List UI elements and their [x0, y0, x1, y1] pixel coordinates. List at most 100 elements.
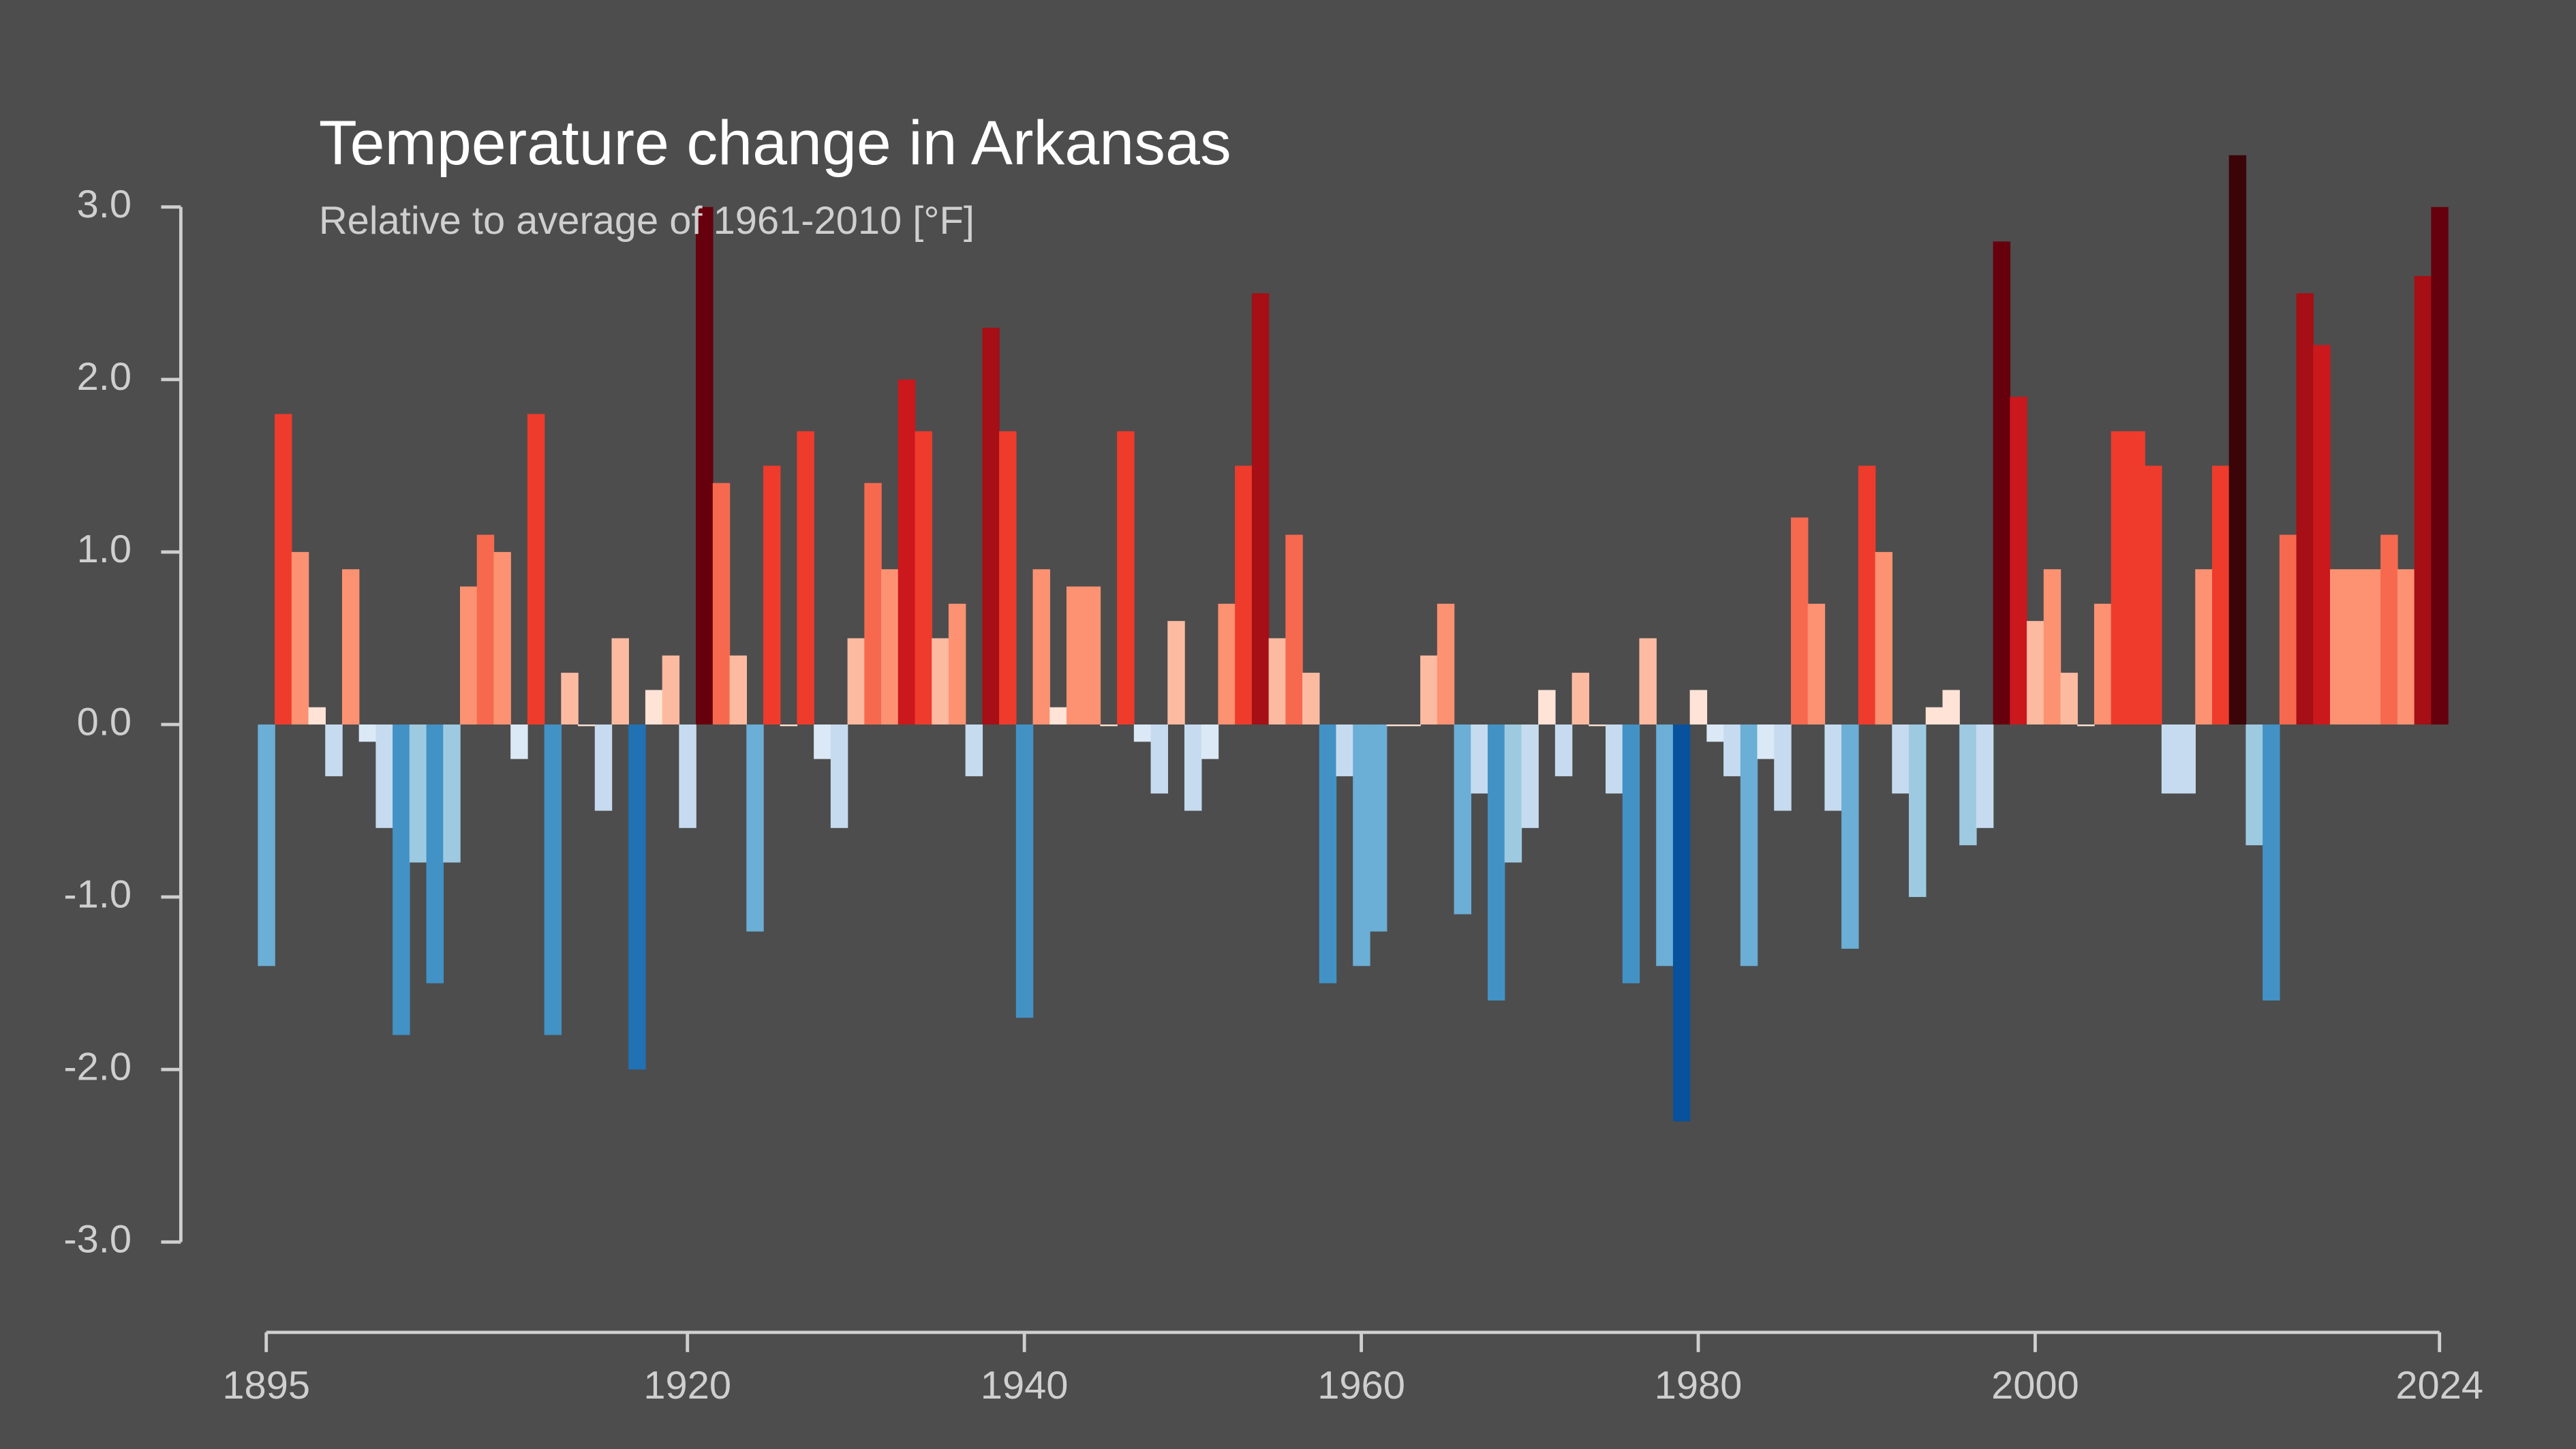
bar	[561, 673, 579, 724]
x-tick-label: 1895	[222, 1364, 310, 1407]
bar	[1066, 586, 1084, 724]
bar	[628, 724, 646, 1070]
bar	[510, 724, 528, 759]
bar	[2111, 431, 2129, 724]
bar	[662, 655, 680, 724]
bar	[443, 724, 461, 863]
bar	[1689, 690, 1708, 724]
bar	[1554, 724, 1573, 776]
bar	[2431, 207, 2449, 724]
x-tick-label: 1920	[643, 1364, 731, 1407]
bar	[1672, 724, 1691, 1122]
x-tick-label: 2000	[1991, 1364, 2079, 1407]
bar	[375, 724, 393, 828]
bar	[2330, 569, 2348, 724]
bar	[1976, 724, 1994, 828]
x-tick-label: 1960	[1317, 1364, 1405, 1407]
bar	[426, 724, 444, 983]
bar	[1790, 517, 1809, 724]
bar	[982, 327, 1000, 724]
bar	[1386, 724, 1405, 727]
bar	[2313, 345, 2331, 724]
bar	[1858, 466, 1876, 724]
bar	[527, 414, 545, 724]
bar	[594, 724, 613, 811]
bar	[1571, 673, 1590, 724]
bar	[2363, 569, 2381, 724]
bar	[1369, 724, 1387, 932]
bar	[712, 483, 731, 724]
bar	[1757, 724, 1775, 759]
bar	[1740, 724, 1758, 966]
bar	[1319, 724, 1337, 983]
bar	[1538, 690, 1556, 724]
bar	[1251, 293, 1270, 724]
bar	[1959, 724, 1977, 846]
bar	[1606, 724, 1623, 794]
bar	[1706, 724, 1724, 742]
bar	[797, 431, 814, 724]
bar	[696, 207, 714, 724]
bar	[814, 724, 831, 759]
bar	[1083, 586, 1101, 724]
bar	[1336, 724, 1353, 776]
bar	[493, 551, 511, 724]
bar	[1167, 621, 1185, 724]
bar	[729, 655, 747, 724]
bar	[2296, 293, 2314, 724]
bar	[1521, 724, 1539, 828]
bar	[2195, 569, 2213, 724]
bar	[1639, 638, 1657, 724]
bar	[409, 724, 427, 863]
bar	[1032, 569, 1050, 724]
bar	[341, 569, 360, 724]
bar	[2414, 275, 2432, 724]
bar	[1218, 603, 1236, 724]
bar	[308, 707, 326, 724]
bar	[2178, 724, 2196, 794]
bar	[2010, 397, 2027, 724]
bar	[1353, 724, 1370, 966]
bar	[948, 603, 966, 724]
x-tick-label: 1940	[981, 1364, 1069, 1407]
y-tick-label: 3.0	[77, 183, 132, 226]
bar	[1824, 724, 1842, 811]
bar	[1184, 724, 1202, 811]
bar	[1420, 655, 1438, 724]
chart-title: Temperature change in Arkansas	[319, 108, 1231, 178]
bar	[1589, 724, 1606, 727]
bar	[2346, 569, 2365, 724]
bar	[1656, 724, 1674, 966]
bar	[1993, 241, 2011, 724]
bar	[476, 534, 495, 724]
bar	[2397, 569, 2415, 724]
bar	[1403, 724, 1421, 727]
bar	[258, 724, 275, 966]
bar	[611, 638, 629, 724]
x-tick-label: 1980	[1655, 1364, 1743, 1407]
bar	[999, 431, 1017, 724]
bar	[1150, 724, 1169, 794]
bar	[932, 638, 949, 724]
bar	[2145, 466, 2162, 724]
bar	[763, 466, 781, 724]
y-tick-label: 0.0	[77, 700, 132, 744]
bar	[2380, 534, 2398, 724]
y-tick-label: -3.0	[63, 1218, 132, 1262]
bar	[1925, 707, 1944, 724]
bar	[1875, 551, 1893, 724]
bar	[746, 724, 764, 932]
bar	[830, 724, 848, 828]
bar	[645, 690, 663, 724]
bar	[1049, 707, 1067, 724]
bar	[1235, 466, 1253, 724]
y-tick-label: 2.0	[77, 355, 132, 399]
bar	[1201, 724, 1219, 759]
bar	[291, 551, 309, 724]
bar	[275, 414, 292, 724]
bar	[2245, 724, 2263, 846]
bars	[258, 155, 2449, 1122]
bar	[2027, 621, 2044, 724]
bar	[1841, 724, 1859, 949]
